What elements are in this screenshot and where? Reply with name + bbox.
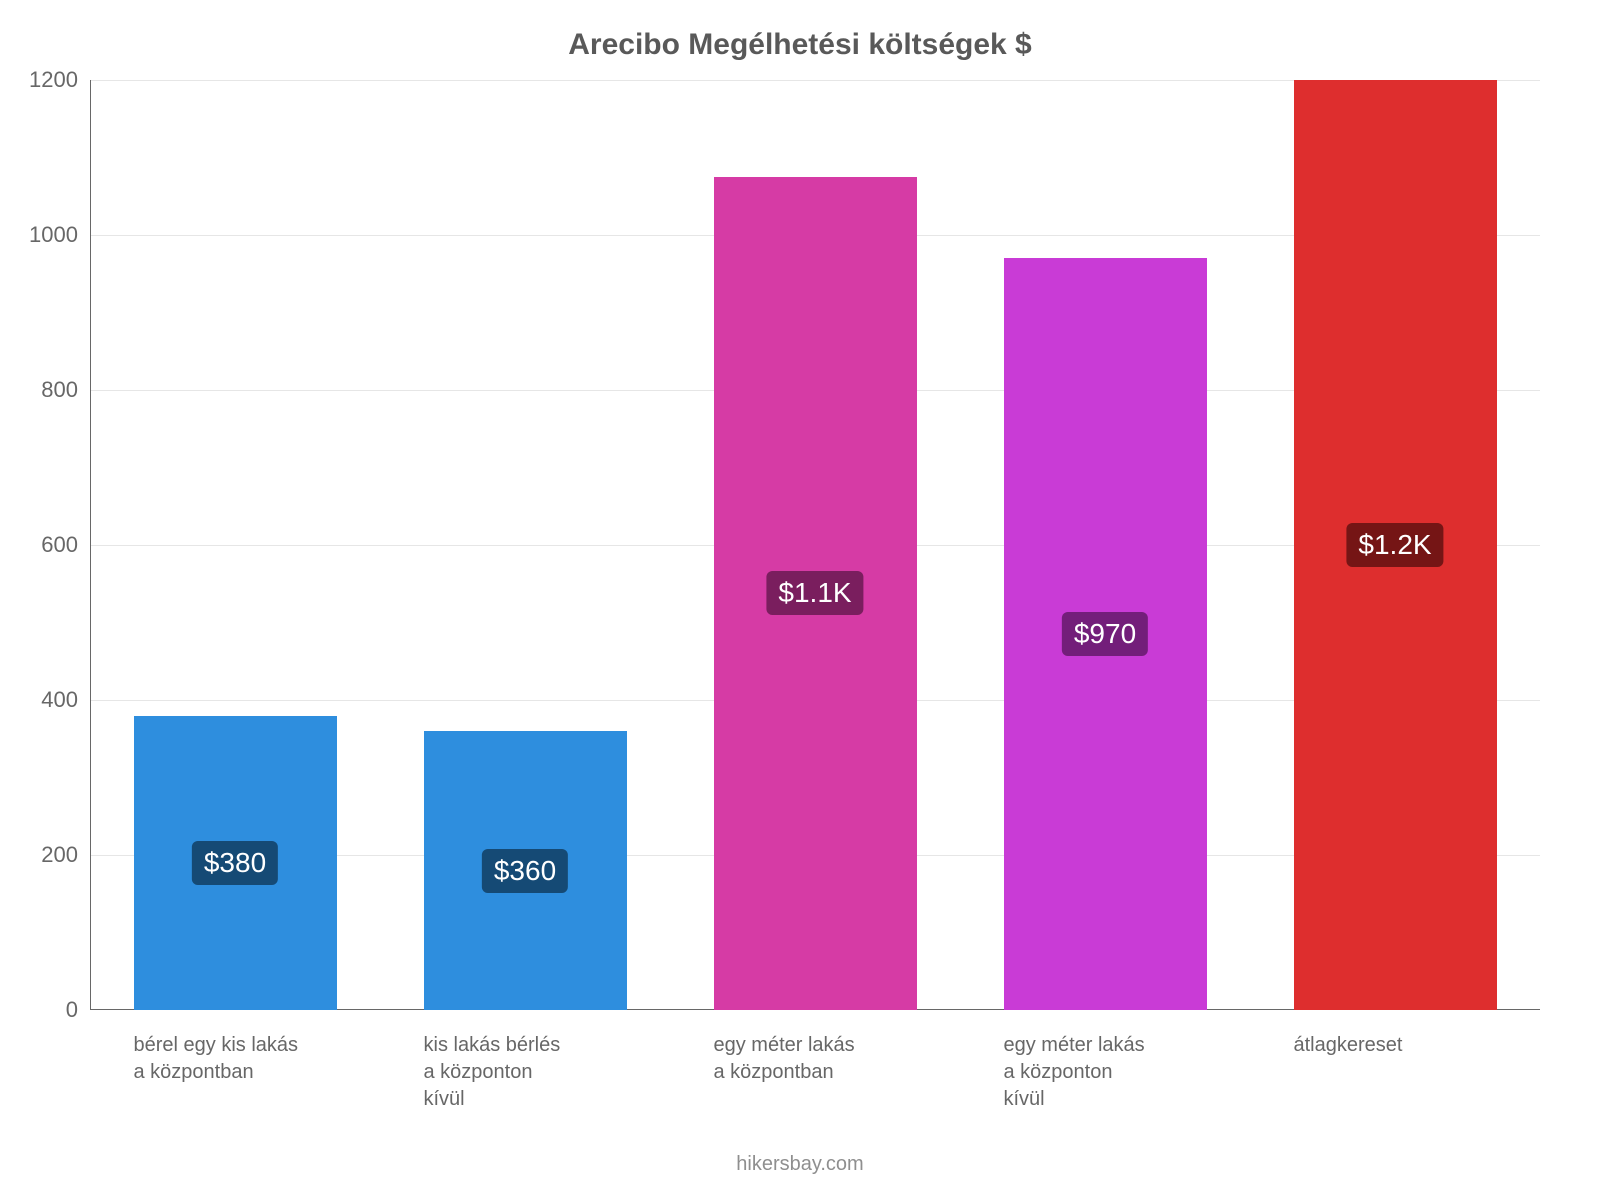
bar-value-label: $1.2K <box>1346 523 1443 567</box>
x-tick-label: átlagkereset <box>1294 1032 1497 1059</box>
y-tick-label: 0 <box>66 997 78 1023</box>
x-tick-label: bérel egy kis lakás a központban <box>134 1032 337 1086</box>
y-tick-label: 200 <box>41 842 78 868</box>
y-tick-label: 1200 <box>29 67 78 93</box>
attribution-text: hikersbay.com <box>0 1153 1600 1176</box>
plot-area: 020040060080010001200$380bérel egy kis l… <box>90 80 1540 1010</box>
y-tick-label: 400 <box>41 687 78 713</box>
chart-container: Arecibo Megélhetési költségek $ 02004006… <box>0 0 1600 1200</box>
bar-value-label: $380 <box>192 841 278 885</box>
bar-value-label: $1.1K <box>766 571 863 615</box>
x-tick-label: egy méter lakás a központon kívül <box>1004 1032 1207 1113</box>
y-tick-label: 600 <box>41 532 78 558</box>
y-axis <box>90 80 91 1010</box>
chart-title: Arecibo Megélhetési költségek $ <box>0 28 1600 62</box>
bar-value-label: $360 <box>482 849 568 893</box>
y-tick-label: 800 <box>41 377 78 403</box>
x-tick-label: egy méter lakás a központban <box>714 1032 917 1086</box>
x-tick-label: kis lakás bérlés a központon kívül <box>424 1032 627 1113</box>
bar-value-label: $970 <box>1062 612 1148 656</box>
y-tick-label: 1000 <box>29 222 78 248</box>
